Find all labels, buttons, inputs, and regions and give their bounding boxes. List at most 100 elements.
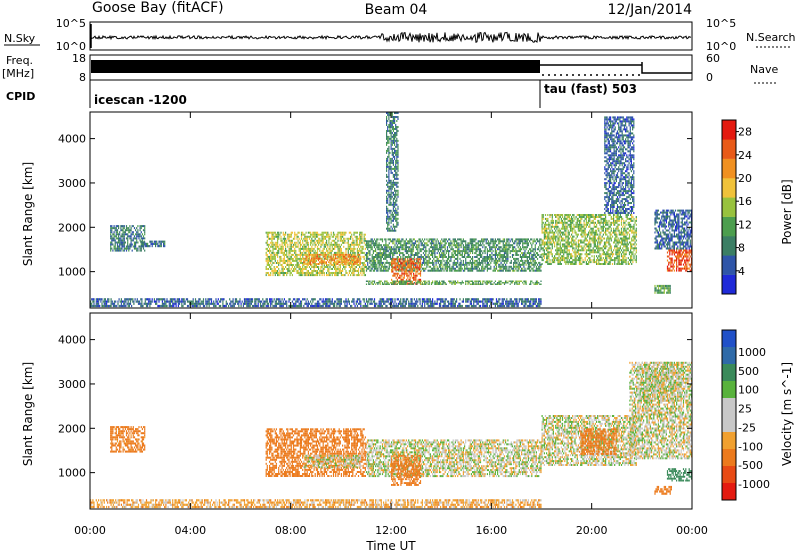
echo-cell bbox=[521, 248, 523, 251]
echo-cell bbox=[190, 300, 192, 303]
echo-cell bbox=[334, 233, 336, 236]
echo-cell bbox=[281, 266, 283, 268]
echo-cell bbox=[420, 269, 422, 272]
echo-cell bbox=[529, 261, 531, 264]
echo-cell bbox=[430, 252, 433, 255]
echo-cell bbox=[217, 302, 219, 305]
echo-cell bbox=[484, 256, 486, 258]
echo-cell bbox=[436, 238, 438, 241]
echo-cell bbox=[308, 261, 311, 264]
echo-cell bbox=[391, 300, 393, 303]
echo-cell bbox=[387, 126, 389, 128]
echo-cell bbox=[390, 145, 392, 148]
echo-cell bbox=[425, 252, 427, 255]
echo-cell bbox=[425, 300, 427, 303]
echo-cell bbox=[357, 243, 360, 246]
echo-cell bbox=[311, 304, 313, 308]
echo-cell bbox=[395, 264, 397, 267]
echo-cell bbox=[422, 248, 425, 251]
echo-cell bbox=[300, 259, 303, 262]
echo-cell bbox=[274, 304, 276, 308]
echo-cell bbox=[132, 300, 134, 303]
echo-cell bbox=[419, 240, 421, 243]
echo-cell bbox=[299, 257, 301, 260]
echo-cell bbox=[197, 300, 199, 303]
echo-cell bbox=[437, 259, 439, 262]
echo-cell bbox=[407, 258, 409, 261]
echo-cell bbox=[355, 241, 357, 244]
echo-cell bbox=[453, 242, 455, 245]
echo-cell bbox=[489, 254, 491, 256]
echo-cell bbox=[389, 122, 391, 124]
echo-cell bbox=[401, 246, 403, 249]
echo-cell bbox=[273, 266, 275, 268]
echo-cell bbox=[501, 302, 503, 305]
echo-cell bbox=[122, 239, 124, 242]
echo-cell bbox=[365, 256, 368, 258]
echo-cell bbox=[272, 231, 274, 234]
echo-cell bbox=[505, 265, 507, 268]
echo-cell bbox=[266, 241, 268, 244]
echo-cell bbox=[444, 248, 446, 251]
echo-cell bbox=[517, 269, 519, 272]
echo-cell bbox=[388, 175, 390, 178]
echo-cell bbox=[508, 302, 510, 305]
echo-cell bbox=[363, 241, 365, 244]
echo-cell bbox=[500, 254, 502, 256]
echo-cell bbox=[176, 298, 178, 301]
echo-cell bbox=[502, 242, 504, 245]
echo-cell bbox=[405, 244, 407, 247]
echo-cell bbox=[532, 250, 534, 253]
echo-cell bbox=[367, 304, 369, 308]
echo-cell bbox=[432, 248, 434, 251]
echo-cell bbox=[270, 274, 272, 277]
echo-cell bbox=[515, 261, 517, 264]
echo-cell bbox=[449, 246, 451, 249]
echo-cell bbox=[533, 252, 535, 255]
echo-cell bbox=[305, 257, 307, 260]
echo-cell bbox=[442, 298, 444, 301]
echo-cell bbox=[508, 265, 510, 268]
echo-cell bbox=[324, 266, 327, 268]
echo-cell bbox=[326, 304, 328, 308]
echo-cell bbox=[324, 257, 326, 260]
echo-cell bbox=[340, 235, 342, 238]
nave-tick-bottom: 0 bbox=[706, 71, 713, 84]
echo-cell bbox=[249, 304, 251, 308]
echo-cell bbox=[394, 300, 396, 303]
echo-cell bbox=[370, 302, 372, 305]
echo-cell bbox=[272, 300, 274, 303]
echo-cell bbox=[316, 257, 318, 260]
echo-cell bbox=[357, 274, 360, 277]
echo-cell bbox=[332, 272, 335, 274]
echo-cell bbox=[465, 298, 467, 301]
echo-cell bbox=[202, 300, 205, 303]
echo-cell bbox=[303, 264, 305, 266]
echo-cell bbox=[224, 304, 226, 308]
echo-cell bbox=[421, 298, 423, 301]
echo-cell bbox=[479, 300, 482, 303]
echo-cell bbox=[472, 304, 474, 308]
echo-cell bbox=[412, 242, 414, 245]
echo-cell bbox=[414, 302, 417, 305]
echo-cell bbox=[354, 251, 356, 254]
echo-cell bbox=[482, 298, 484, 301]
echo-cell bbox=[296, 245, 298, 248]
echo-cell bbox=[529, 257, 531, 260]
echo-cell bbox=[281, 268, 283, 270]
echo-cell bbox=[376, 269, 378, 272]
echo-cell bbox=[290, 249, 292, 252]
echo-cell bbox=[121, 233, 123, 236]
echo-cell bbox=[383, 252, 385, 255]
echo-cell bbox=[397, 264, 400, 267]
echo-cell bbox=[339, 298, 341, 301]
echo-cell bbox=[458, 244, 460, 247]
echo-cell bbox=[257, 304, 259, 308]
echo-cell bbox=[178, 302, 181, 305]
echo-cell bbox=[499, 238, 501, 241]
echo-cell bbox=[386, 179, 388, 182]
echo-cell bbox=[353, 264, 355, 266]
echo-cell bbox=[433, 240, 435, 243]
echo-cell bbox=[486, 304, 488, 308]
echo-cell bbox=[536, 269, 539, 272]
